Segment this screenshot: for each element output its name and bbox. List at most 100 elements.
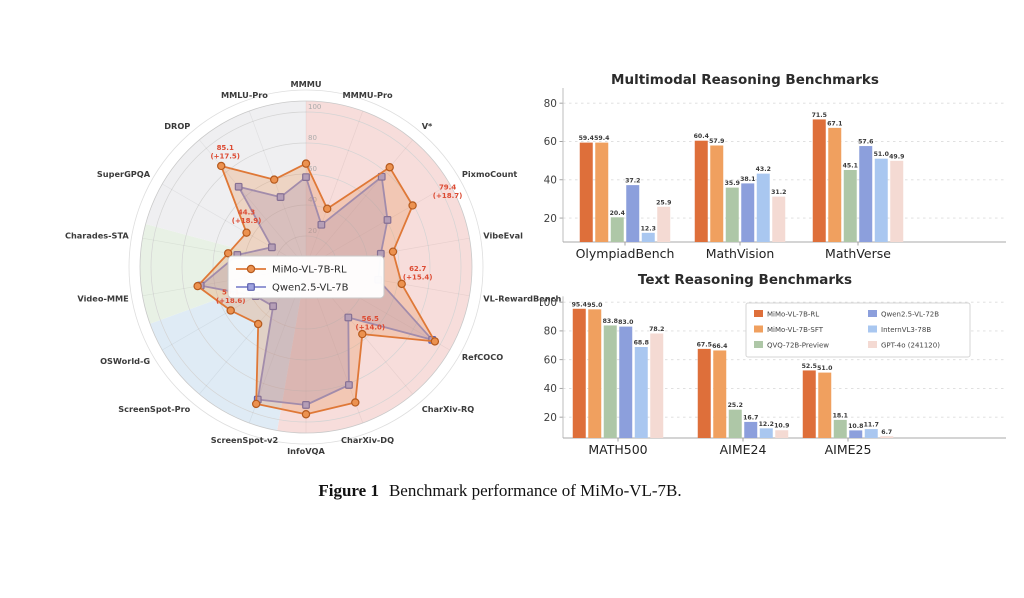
bar — [741, 183, 755, 242]
bar — [650, 333, 664, 438]
bar-value-label: 31.2 — [771, 189, 786, 196]
bar — [657, 206, 671, 242]
radar-marker — [302, 173, 310, 182]
bar-value-label: 10.8 — [848, 423, 863, 430]
radar-marker — [217, 161, 226, 171]
bar-value-label: 10.9 — [774, 423, 789, 430]
bar — [641, 232, 655, 242]
multimodal-chart-title: Multimodal Reasoning Benchmarks — [611, 72, 879, 88]
svg-text:(+18.9): (+18.9) — [232, 217, 262, 225]
radar-sector — [139, 224, 306, 324]
bar-value-label: 71.5 — [812, 112, 827, 119]
text-chart-title: Text Reasoning Benchmarks — [637, 272, 853, 288]
svg-text:62.7: 62.7 — [409, 265, 426, 273]
radar-axis-label: ScreenSpot-Pro — [118, 404, 190, 414]
bar — [725, 187, 739, 242]
radar-rtick: 20 — [308, 227, 317, 235]
radar-marker — [242, 228, 251, 237]
bar — [880, 436, 894, 438]
bar-value-label: 18.1 — [833, 412, 848, 419]
bar — [579, 142, 593, 242]
bar-value-label: 12.2 — [759, 421, 774, 428]
bar — [828, 127, 842, 242]
radar-marker — [268, 243, 276, 252]
radar-annotation: 85.1(+17.5) — [210, 144, 240, 161]
x-category-label: MathVision — [706, 246, 775, 261]
radar-axis-label: V* — [422, 121, 433, 131]
bar-value-label: 67.5 — [697, 341, 712, 348]
bar-chart-legend: MiMo-VL-7B-RL MiMo-VL-7B-SFT QVQ-72B-Previ… — [745, 302, 971, 358]
bar-value-label: 60.4 — [694, 133, 710, 140]
bar — [859, 146, 873, 242]
radar-axis-label: Charades-STA — [65, 231, 129, 241]
radar-marker — [385, 163, 394, 172]
bar-value-label: 83.8 — [603, 318, 618, 325]
svg-text:(+18.7): (+18.7) — [433, 192, 463, 200]
svg-text:MiMo-VL-7B-RL: MiMo-VL-7B-RL — [272, 265, 347, 276]
bar — [818, 372, 832, 438]
text-reasoning-chart: 20 40 60 80 100 95.4 95.0 83.8 83.0 68.878.2 MATH5… — [540, 296, 1006, 457]
radar-annotation: 56.5(+14.0) — [356, 315, 386, 332]
y-tick-label: 40 — [544, 383, 557, 395]
bar — [756, 173, 770, 242]
bar — [874, 158, 888, 242]
bar-value-label: 6.7 — [881, 429, 892, 436]
bar — [833, 419, 847, 438]
bar — [759, 428, 773, 438]
svg-text:InternVL3-78B: InternVL3-78B — [881, 326, 931, 334]
x-category-label: OlympiadBench — [576, 246, 675, 261]
bar — [812, 119, 826, 242]
bar — [772, 196, 786, 242]
x-category-label: AIME25 — [825, 442, 872, 457]
y-tick-label: 80 — [544, 98, 557, 110]
bar — [572, 308, 586, 438]
radar-marker — [397, 279, 406, 289]
bar — [697, 348, 711, 438]
bar-value-label: 25.9 — [656, 199, 671, 206]
svg-text:(+15.4): (+15.4) — [403, 273, 433, 281]
radar-marker — [251, 399, 261, 409]
bar — [626, 185, 640, 242]
radar-marker — [408, 201, 417, 210]
radar-marker — [226, 306, 235, 315]
bar-value-label: 38.1 — [740, 176, 755, 183]
radar-axis-label: OSWorld-G — [100, 356, 150, 366]
svg-text:MiMo-VL-7B-SFT: MiMo-VL-7B-SFT — [767, 326, 824, 334]
radar-axis-label: InfoVQA — [287, 446, 325, 456]
radar-rtick: 60 — [308, 165, 317, 173]
radar-marker — [269, 302, 278, 311]
svg-text:MiMo-VL-7B-RL: MiMo-VL-7B-RL — [767, 311, 819, 319]
radar-marker — [253, 319, 263, 329]
radar-marker — [276, 193, 285, 201]
radar-axis-label: PixmoCount — [462, 169, 518, 179]
y-tick-label: 60 — [544, 136, 557, 148]
svg-text:(+14.0): (+14.0) — [356, 324, 386, 332]
bar-value-label: 95.0 — [587, 302, 603, 309]
radar-rtick: 100 — [308, 103, 321, 111]
radar-axis-label: ScreenSpot-v2 — [211, 435, 278, 445]
bar-value-label: 59.4 — [579, 135, 595, 142]
multimodal-reasoning-chart: 20 40 60 80 59.4 59.4 20.4 37.2 12.3 25.9 Olympiad… — [544, 88, 1006, 261]
radar-axis-label: VL-RewardBench — [483, 293, 561, 303]
bar — [843, 169, 857, 242]
radar-marker — [430, 337, 440, 346]
radar-marker — [351, 398, 360, 407]
bar-value-label: 43.2 — [756, 166, 771, 173]
radar-axis-label: VibeEval — [483, 231, 523, 241]
bar — [849, 430, 863, 438]
bar — [694, 140, 708, 242]
bar — [713, 350, 727, 438]
radar-marker — [345, 381, 353, 389]
radar-sector — [150, 267, 306, 431]
x-category-label: MathVerse — [825, 246, 891, 261]
radar-annotation: 62.7(+15.4) — [403, 265, 433, 282]
bar-value-label: 20.4 — [610, 210, 626, 217]
radar-marker — [223, 249, 233, 258]
bar — [744, 421, 758, 438]
bar-value-label: 95.4 — [572, 301, 588, 308]
radar-axis-label: CharXiv-RQ — [422, 404, 475, 414]
radar-axis-label: MMMU — [290, 79, 321, 89]
radar-axis-label: SuperGPQA — [97, 169, 151, 179]
y-tick-label: 20 — [544, 412, 557, 424]
radar-rtick: 80 — [308, 134, 317, 142]
